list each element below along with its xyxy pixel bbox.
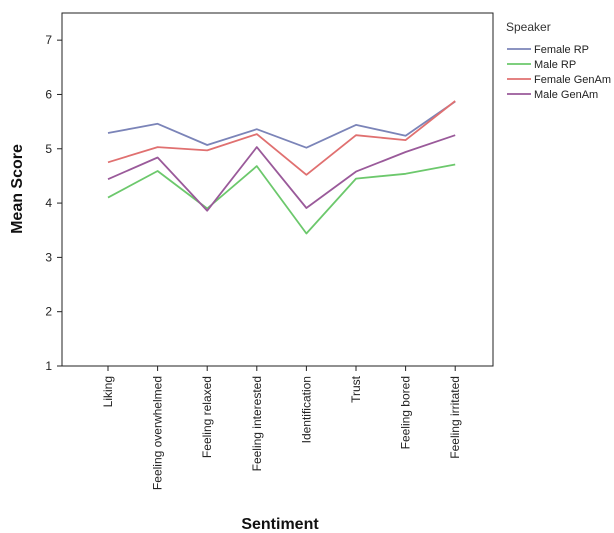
x-axis-title: Sentiment (241, 516, 319, 533)
y-tick-label: 1 (45, 359, 52, 373)
series-line-female-genam (107, 100, 456, 176)
series-line-female-rp (107, 100, 456, 149)
y-tick-label: 4 (45, 196, 52, 210)
legend-label: Male GenAm (534, 89, 598, 101)
x-tick-label: Feeling overwhelmed (151, 376, 165, 490)
series-line-male-rp (107, 163, 456, 235)
y-tick-label: 3 (45, 250, 52, 264)
y-tick-label: 2 (45, 305, 52, 319)
y-axis: 1 2 3 4 5 6 7 (45, 33, 62, 373)
x-tick-label: Trust (349, 375, 363, 403)
y-tick-label: 5 (45, 142, 52, 156)
x-tick-label: Feeling irritated (448, 376, 462, 459)
series-lines (107, 100, 456, 235)
x-tick-label: Feeling relaxed (200, 376, 214, 458)
x-tick-label: Feeling bored (399, 376, 413, 449)
legend-label: Female RP (534, 44, 589, 56)
legend: Speaker Female RP Male RP Female GenAm Male… (506, 20, 611, 101)
series-line-male-genam (107, 134, 456, 212)
x-tick-label: Feeling interested (250, 376, 264, 471)
x-tick-label: Liking (101, 376, 115, 407)
legend-label: Male RP (534, 59, 576, 71)
y-tick-label: 7 (45, 33, 52, 47)
plot-frame (61, 12, 494, 367)
x-tick-label: Identification (299, 376, 313, 443)
y-axis-title: Mean Score (9, 144, 26, 234)
legend-label: Female GenAm (534, 74, 611, 86)
y-tick-label: 6 (45, 87, 52, 101)
x-axis: Liking Feeling overwhelmed Feeling relaxed… (101, 366, 462, 490)
legend-title: Speaker (506, 20, 551, 34)
